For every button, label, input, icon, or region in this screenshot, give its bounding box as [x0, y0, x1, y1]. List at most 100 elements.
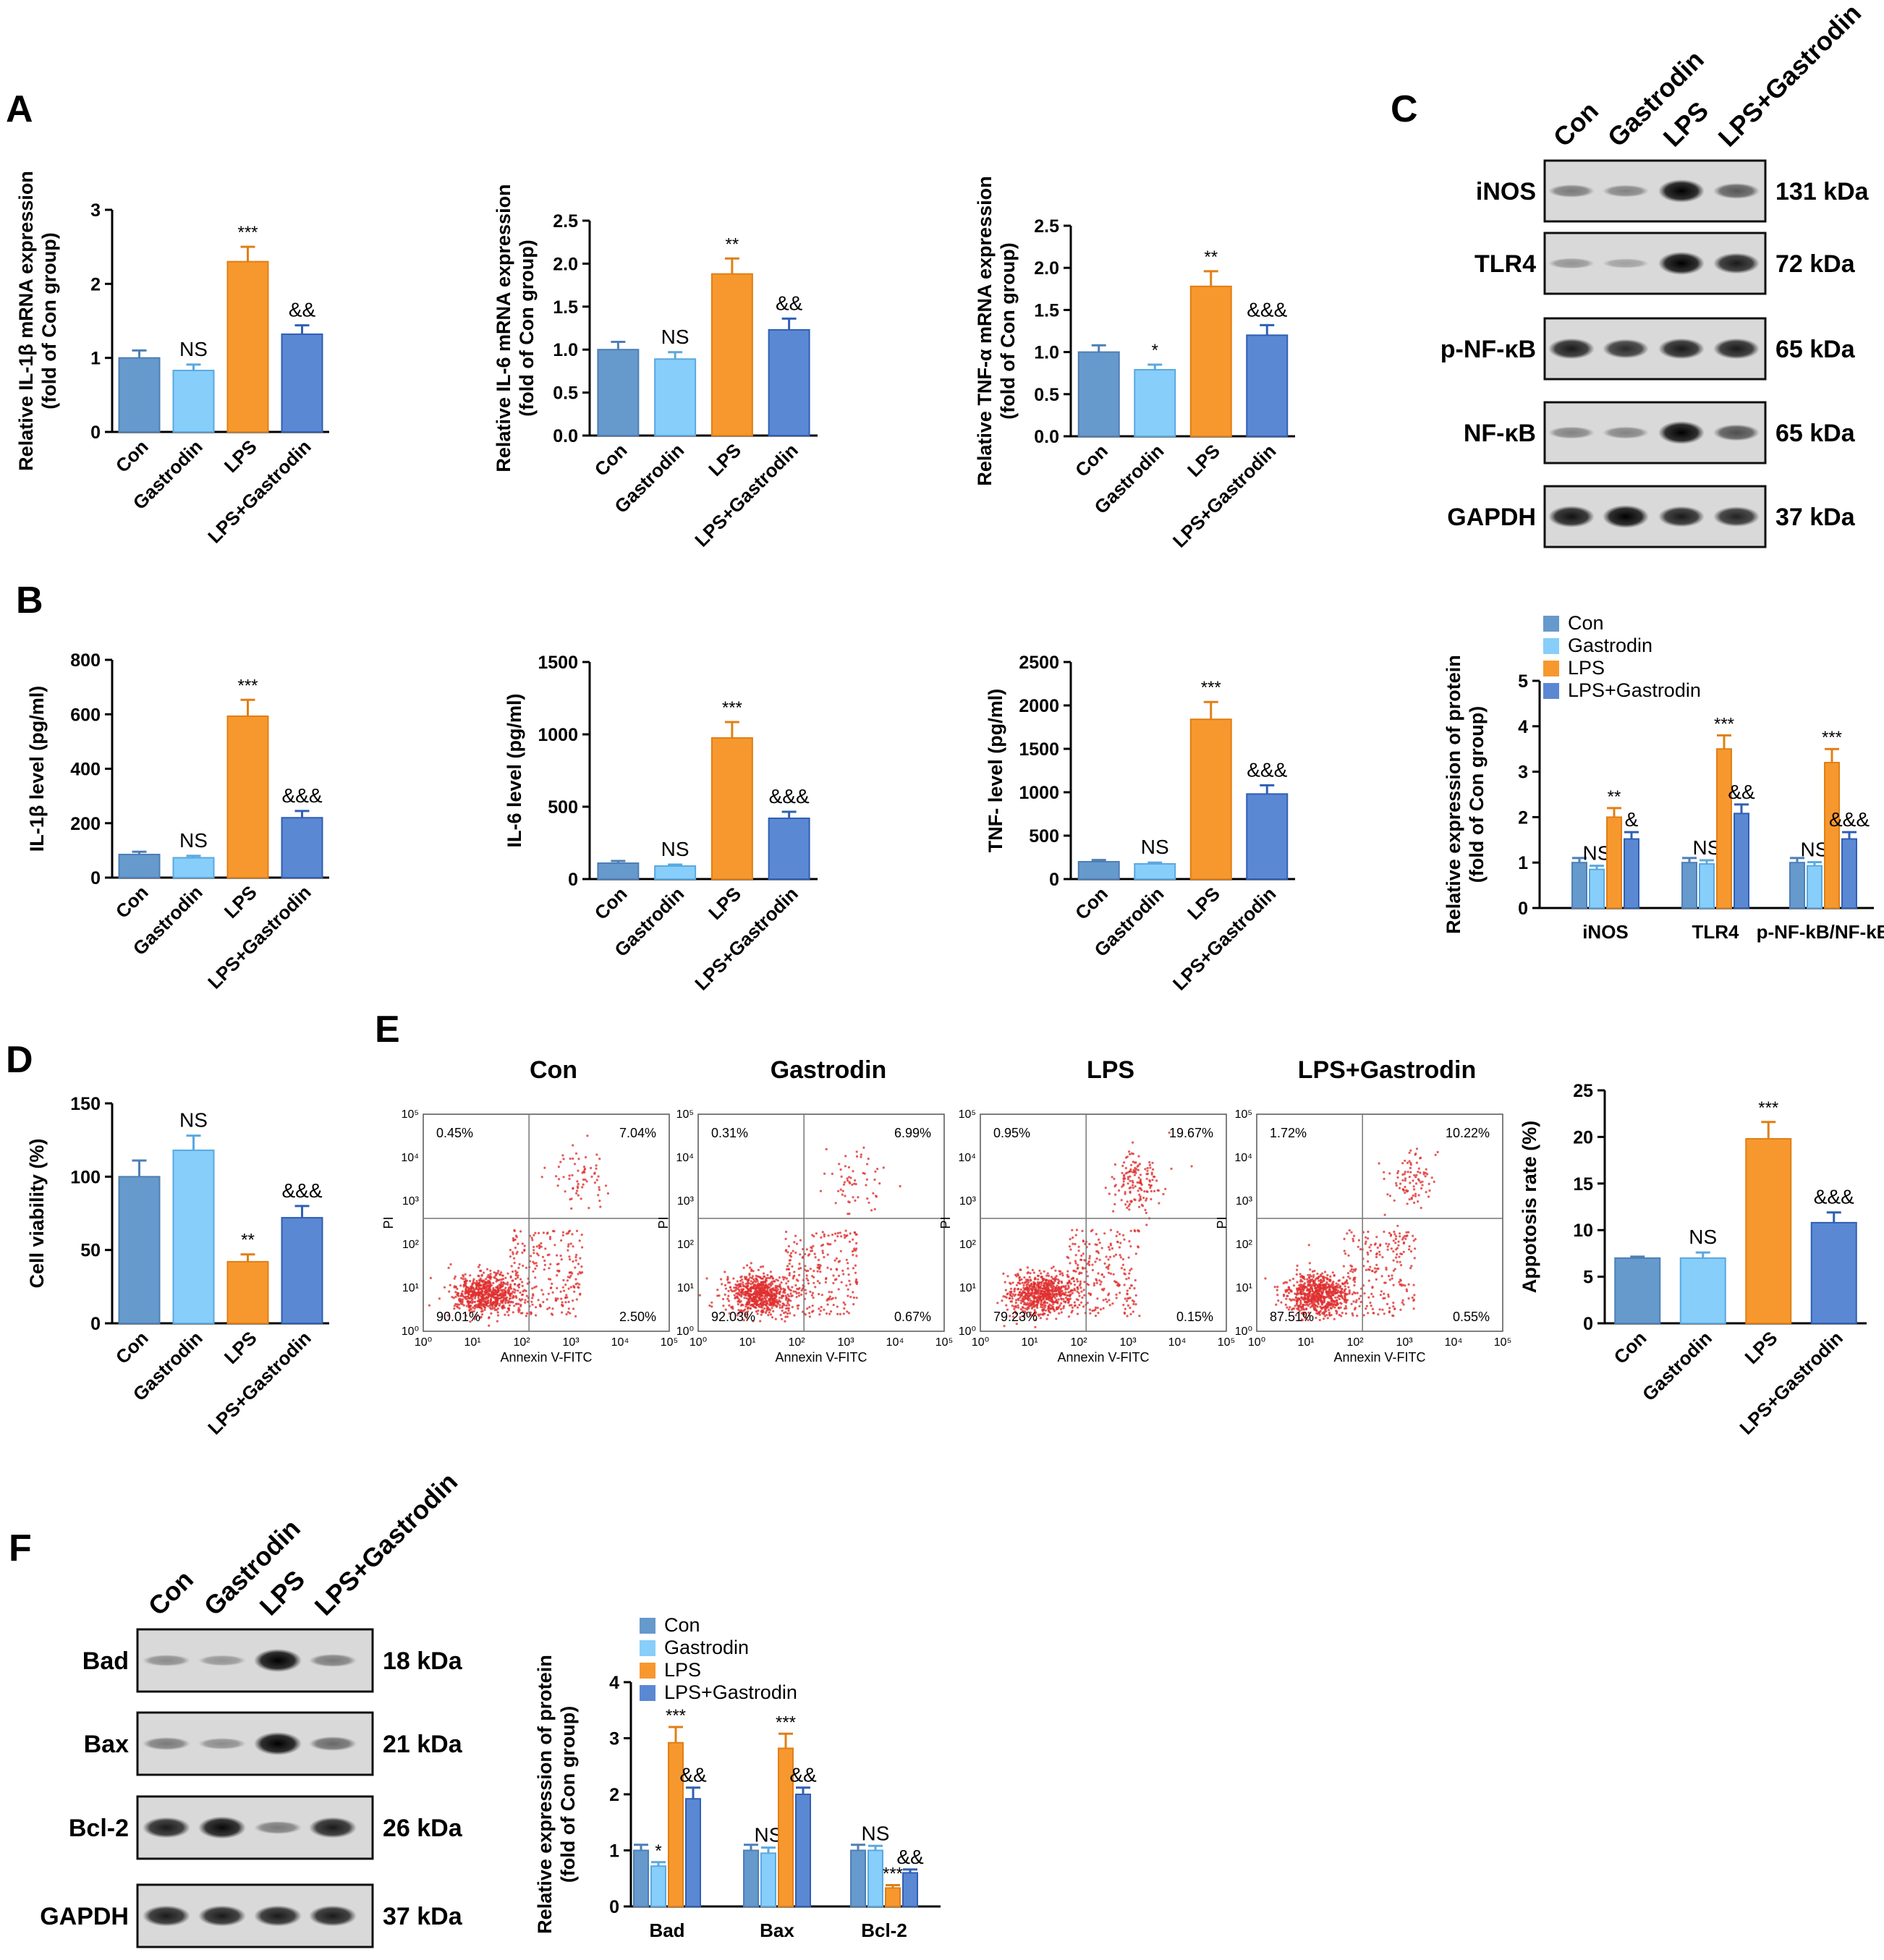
event-dot	[518, 1298, 521, 1301]
event-dot	[785, 1304, 788, 1307]
chart-e-bar-lps	[1745, 1137, 1792, 1324]
chart-a3-bar-gastrodin	[1134, 369, 1176, 438]
event-dot	[448, 1290, 451, 1293]
event-dot	[1306, 1281, 1310, 1284]
event-dot	[731, 1290, 734, 1293]
event-dot	[1378, 1308, 1381, 1311]
legend-swatch	[640, 1640, 655, 1656]
event-dot	[469, 1280, 472, 1283]
event-dot	[870, 1209, 873, 1212]
chart-a2-bar-con	[597, 349, 640, 437]
event-dot	[443, 1286, 446, 1289]
event-dot	[534, 1231, 537, 1234]
y-tick-label: 10³	[402, 1195, 420, 1208]
chart-e-bar-gastrodin	[1679, 1257, 1726, 1324]
event-dot	[814, 1286, 817, 1289]
event-dot	[746, 1310, 750, 1313]
event-dot	[512, 1270, 514, 1273]
event-dot	[571, 1272, 574, 1275]
event-dot	[1049, 1285, 1053, 1289]
event-dot	[1413, 1188, 1416, 1191]
chart-c-grouped-sig-label: **	[1608, 787, 1621, 807]
event-dot	[1129, 1175, 1132, 1178]
event-dot	[504, 1286, 507, 1289]
event-dot	[1306, 1301, 1309, 1304]
event-dot	[1301, 1297, 1304, 1300]
panel-label-a: A	[6, 88, 33, 130]
event-dot	[1388, 1278, 1391, 1281]
event-dot	[1417, 1179, 1421, 1182]
event-dot	[1310, 1286, 1313, 1289]
event-dot	[454, 1295, 457, 1298]
event-dot	[747, 1299, 750, 1302]
event-dot	[480, 1303, 483, 1306]
event-dot	[1317, 1290, 1320, 1293]
event-dot	[485, 1278, 488, 1281]
event-dot	[1150, 1189, 1153, 1192]
event-dot	[1321, 1300, 1324, 1303]
event-dot	[1037, 1278, 1040, 1281]
event-dot	[1344, 1285, 1346, 1288]
event-dot	[546, 1254, 549, 1257]
event-dot	[1148, 1180, 1151, 1183]
event-dot	[1082, 1289, 1085, 1291]
event-dot	[710, 1305, 713, 1308]
event-dot	[785, 1282, 788, 1285]
event-dot	[744, 1278, 747, 1281]
event-dot	[1351, 1312, 1354, 1315]
event-dot	[512, 1290, 514, 1293]
event-dot	[1027, 1306, 1030, 1309]
event-dot	[1019, 1316, 1022, 1319]
event-dot	[590, 1166, 593, 1169]
event-dot	[1138, 1315, 1141, 1318]
event-dot	[1302, 1305, 1304, 1308]
event-dot	[1275, 1303, 1278, 1306]
event-dot	[488, 1276, 491, 1279]
event-dot	[778, 1290, 781, 1293]
event-dot	[512, 1252, 514, 1255]
event-dot	[1190, 1165, 1193, 1168]
event-dot	[512, 1311, 514, 1314]
event-dot	[1326, 1306, 1329, 1309]
event-dot	[575, 1229, 579, 1232]
chart-d-bar-gastrodin	[172, 1149, 215, 1325]
y-tick-label: 10⁰	[959, 1325, 976, 1338]
event-dot	[764, 1281, 767, 1284]
event-dot	[813, 1252, 816, 1255]
event-dot	[1124, 1297, 1126, 1300]
y-tick-label: 10¹	[402, 1282, 419, 1294]
event-dot	[1123, 1238, 1126, 1241]
event-dot	[568, 1255, 571, 1258]
event-dot	[833, 1259, 836, 1262]
event-dot	[1388, 1195, 1392, 1197]
event-dot	[1066, 1273, 1069, 1276]
event-dot	[1108, 1292, 1111, 1295]
protein-band	[1548, 184, 1595, 198]
quadrant-percentage: 92.03%	[711, 1310, 755, 1324]
chart-a2-ytick-label: 0.5	[553, 383, 578, 404]
event-dot	[1322, 1275, 1325, 1278]
event-dot	[1328, 1309, 1331, 1312]
event-dot	[735, 1286, 738, 1289]
event-dot	[1030, 1299, 1032, 1302]
event-dot	[1096, 1297, 1099, 1300]
y-tick-label: 10⁴	[1234, 1152, 1252, 1164]
y-tick-label: 10⁴	[958, 1152, 976, 1164]
event-dot	[1003, 1325, 1006, 1328]
event-dot	[1346, 1232, 1349, 1235]
x-tick-label: 10²	[1346, 1336, 1364, 1349]
event-dot	[1317, 1301, 1320, 1304]
band-name-label: NF-κB	[1464, 420, 1536, 447]
event-dot	[1388, 1243, 1391, 1246]
event-dot	[1322, 1295, 1325, 1298]
event-dot	[1015, 1323, 1018, 1325]
event-dot	[1122, 1183, 1125, 1186]
event-dot	[854, 1280, 857, 1283]
chart-a1-ytick-label: 0	[90, 423, 101, 443]
event-dot	[1363, 1292, 1366, 1295]
chart-a1-ylabel: Relative IL-1β mRNA expression	[15, 171, 37, 471]
protein-band	[1713, 506, 1760, 527]
event-dot	[1139, 1197, 1142, 1200]
